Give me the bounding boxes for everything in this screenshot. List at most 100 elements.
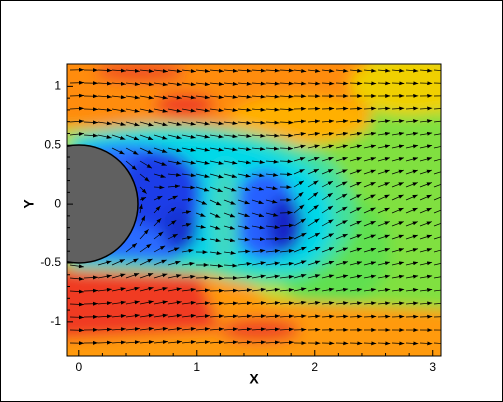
vector-arrow <box>223 186 237 192</box>
vector-arrow <box>181 274 196 279</box>
vector-arrow <box>279 340 294 345</box>
vector-arrow <box>363 234 376 240</box>
vector-arrow <box>167 260 181 266</box>
vector-arrow <box>97 134 112 139</box>
vector-arrow <box>237 147 252 152</box>
vector-arrow <box>209 251 222 256</box>
vector-arrow <box>335 68 349 73</box>
vector-arrow <box>237 94 252 99</box>
vector-arrow <box>83 288 99 293</box>
vector-arrow <box>265 327 280 332</box>
vector-arrow <box>307 68 321 73</box>
vector-arrow <box>377 234 390 240</box>
vector-arrow <box>153 245 166 253</box>
vector-arrow <box>69 132 84 137</box>
vector-arrow <box>111 121 126 126</box>
vector-arrow <box>181 313 196 318</box>
vector-arrow <box>349 106 363 111</box>
vector-arrow <box>97 327 112 332</box>
vector-arrow <box>237 81 252 86</box>
vector-arrow <box>223 212 236 218</box>
vector-arrow <box>293 168 305 175</box>
vector-arrow <box>405 288 419 292</box>
vector-arrow <box>237 301 252 306</box>
vector-arrow <box>111 273 126 279</box>
vector-arrow <box>223 238 236 243</box>
vector-arrow <box>97 94 112 99</box>
vector-arrow <box>265 212 279 217</box>
vector-arrow <box>321 81 335 86</box>
vector-arrow <box>251 120 266 125</box>
vector-arrow <box>265 248 280 253</box>
vector-arrow <box>419 119 433 124</box>
vector-arrow <box>195 173 210 178</box>
vector-arrow <box>335 193 348 201</box>
vector-arrow <box>167 95 182 100</box>
vector-arrow <box>111 134 126 140</box>
vector-arrow <box>139 68 154 73</box>
vector-arrow <box>153 147 168 153</box>
vector-arrow <box>405 301 419 306</box>
vector-arrow <box>265 120 280 125</box>
x-tick-label: 1 <box>193 360 200 374</box>
vector-arrow <box>321 144 334 149</box>
vector-arrow <box>293 132 306 136</box>
vector-arrow <box>391 261 405 266</box>
vector-arrow <box>363 157 376 162</box>
vector-arrow <box>195 134 210 139</box>
vector-arrow <box>153 95 168 100</box>
vector-arrow <box>181 248 194 253</box>
vector-arrow <box>433 108 441 110</box>
vector-arrow <box>307 119 321 124</box>
vector-arrow <box>363 181 376 188</box>
vector-arrow <box>237 107 252 112</box>
vector-arrow <box>335 181 348 188</box>
vector-arrow <box>377 131 391 136</box>
vector-arrow <box>195 327 210 332</box>
vector-arrow <box>251 248 266 253</box>
vector-arrow <box>167 247 180 253</box>
vector-arrow <box>335 131 349 136</box>
vector-arrow <box>139 82 154 87</box>
vector-arrow <box>167 326 182 331</box>
vector-arrow <box>223 314 238 319</box>
vector-arrow <box>125 108 140 113</box>
vector-arrow <box>223 134 238 139</box>
vector-arrow <box>139 229 149 240</box>
vector-arrow <box>237 327 252 332</box>
vector-arrow <box>349 314 363 319</box>
vector-arrow <box>167 69 182 74</box>
vector-arrow <box>167 195 178 201</box>
vector-arrow <box>363 68 377 73</box>
vector-arrow <box>377 81 391 86</box>
vector-arrow <box>377 169 390 175</box>
vector-arrow <box>139 273 154 279</box>
vector-arrow <box>335 106 349 111</box>
vector-arrow <box>251 225 265 230</box>
vector-arrow <box>265 94 280 99</box>
y-axis-label: Y <box>21 199 37 209</box>
vector-arrow <box>363 131 377 136</box>
vector-arrow <box>405 131 419 136</box>
vector-arrow <box>433 194 441 201</box>
vector-arrow <box>377 144 391 149</box>
vector-arrow <box>349 144 363 149</box>
vector-arrow <box>307 144 320 149</box>
vector-arrow <box>237 68 252 73</box>
vector-arrow <box>321 119 335 124</box>
vector-arrow <box>195 199 208 205</box>
vector-arrow <box>181 69 196 74</box>
vector-arrow <box>419 301 433 306</box>
vector-arrow <box>405 261 419 266</box>
vector-arrow <box>265 199 278 204</box>
vector-arrow <box>349 301 363 306</box>
vector-arrow <box>153 185 165 190</box>
vector-arrow <box>195 224 206 229</box>
vector-arrow <box>111 95 126 100</box>
vector-arrow <box>139 95 154 100</box>
vector-arrow <box>111 68 126 73</box>
vector-arrow <box>391 248 405 253</box>
vector-arrow <box>321 287 335 292</box>
vector-arrow <box>349 287 363 292</box>
vector-arrow <box>307 246 321 253</box>
